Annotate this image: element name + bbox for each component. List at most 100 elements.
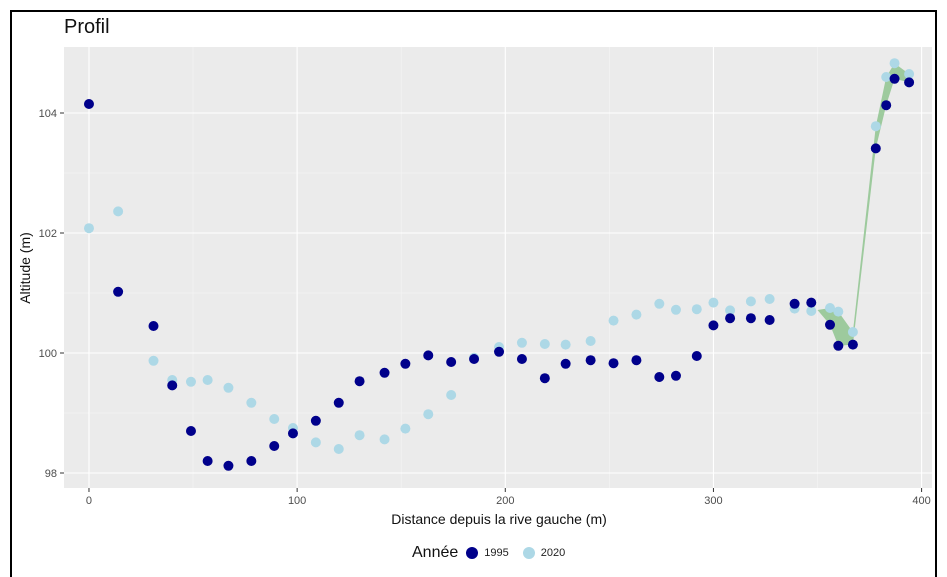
data-point-2020	[745, 296, 756, 307]
gain-area	[817, 63, 910, 346]
data-point-2020	[379, 434, 390, 445]
data-point-1995	[246, 456, 257, 466]
data-point-2020	[870, 121, 881, 132]
data-point-1995	[185, 426, 196, 436]
data-point-1995	[725, 313, 736, 324]
data-point-2020	[185, 376, 196, 387]
data-point-1995	[847, 339, 858, 350]
data-point-1995	[708, 320, 719, 331]
data-point-2020	[608, 315, 619, 326]
data-point-1995	[446, 357, 457, 367]
data-point-1995	[494, 346, 505, 357]
data-point-2020	[539, 339, 550, 349]
data-point-2020	[725, 305, 736, 316]
data-point-2020	[354, 430, 365, 441]
data-point-1995	[585, 355, 596, 366]
data-point-2020	[516, 337, 527, 348]
chart-title: Profil	[64, 16, 110, 38]
data-point-2020	[654, 298, 665, 309]
data-point-1995	[148, 321, 159, 331]
data-point-1995	[202, 456, 213, 466]
data-point-1995	[269, 441, 280, 451]
data-point-1995	[516, 354, 527, 364]
legend-item-1995: 1995	[466, 547, 509, 559]
data-point-1995	[833, 340, 844, 351]
data-point-1995	[806, 297, 817, 308]
data-point-1995	[870, 143, 881, 154]
x-tick-label: 400	[912, 495, 930, 507]
data-point-1995	[379, 367, 390, 378]
data-point-2020	[400, 423, 411, 434]
data-point-1995	[764, 315, 775, 325]
data-point-1995	[670, 370, 681, 381]
data-point-1995	[167, 380, 178, 391]
y-tick-label: 98	[45, 468, 57, 480]
data-point-2020	[202, 375, 213, 385]
data-point-2020	[806, 306, 817, 316]
data-point-1995	[400, 358, 411, 369]
data-point-2020	[889, 58, 900, 69]
x-axis-label: Distance depuis la rive gauche (m)	[391, 511, 607, 527]
y-tick-label: 102	[39, 228, 57, 240]
data-point-1995	[904, 77, 915, 88]
x-tick-label: 300	[704, 495, 722, 507]
x-tick-label: 100	[288, 495, 306, 507]
data-point-1995	[287, 428, 298, 439]
data-point-1995	[113, 286, 124, 297]
y-axis-label: Altitude (m)	[17, 232, 33, 304]
data-point-2020	[585, 336, 596, 346]
legend-label-2020: 2020	[540, 547, 566, 559]
data-point-2020	[423, 409, 434, 420]
data-point-1995	[691, 351, 702, 361]
data-point-2020	[847, 327, 858, 337]
data-point-1995	[423, 350, 434, 361]
data-point-1995	[789, 298, 800, 309]
data-point-2020	[148, 355, 159, 366]
data-point-1995	[354, 376, 365, 387]
data-point-2020	[631, 309, 642, 320]
data-point-1995	[83, 99, 94, 109]
data-point-2020	[881, 72, 892, 82]
data-point-1995	[608, 358, 619, 369]
legend-swatch-2020	[522, 547, 535, 559]
x-tick-label: 200	[496, 495, 514, 507]
data-point-1995	[560, 358, 571, 369]
data-point-1995	[654, 372, 665, 382]
data-point-1995	[631, 355, 642, 366]
data-point-1995	[223, 460, 234, 471]
plot-panel	[64, 47, 932, 488]
data-point-1995	[745, 313, 756, 324]
data-point-1995	[310, 415, 321, 426]
data-point-1995	[539, 373, 550, 384]
data-point-2020	[904, 69, 915, 79]
legend-swatch-1995	[466, 547, 479, 559]
data-point-2020	[333, 444, 344, 454]
data-point-2020	[269, 414, 280, 424]
data-point-2020	[691, 304, 702, 315]
data-point-2020	[223, 382, 234, 393]
data-point-2020	[670, 304, 681, 315]
legend-title: Année	[412, 544, 459, 561]
data-point-2020	[833, 306, 844, 317]
data-point-1995	[333, 397, 344, 408]
data-point-2020	[446, 390, 457, 400]
data-point-1995	[881, 100, 892, 111]
y-tick-label: 100	[39, 348, 57, 360]
data-point-2020	[310, 437, 321, 448]
data-point-1995	[469, 354, 480, 364]
data-point-2020	[764, 294, 775, 304]
legend-item-2020: 2020	[522, 547, 566, 559]
data-point-2020	[113, 206, 124, 217]
data-point-2020	[246, 397, 257, 408]
data-point-2020	[825, 303, 836, 313]
data-point-1995	[889, 73, 900, 84]
legend-label-1995: 1995	[484, 547, 509, 559]
data-point-2020	[83, 223, 94, 234]
data-point-1995	[825, 319, 836, 330]
data-point-2020	[560, 339, 571, 350]
data-point-2020	[708, 297, 719, 308]
x-tick-label: 0	[86, 495, 92, 507]
y-tick-label: 104	[39, 108, 57, 120]
legend: Année 1995 2020	[412, 544, 579, 562]
